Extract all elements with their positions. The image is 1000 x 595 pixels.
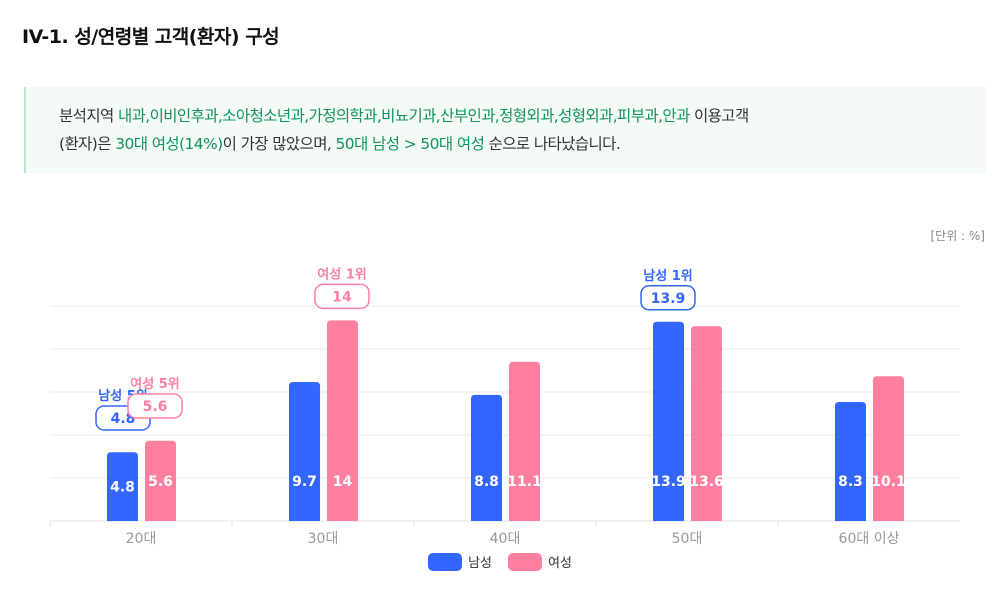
legend-item-female[interactable]: 여성 bbox=[508, 552, 572, 571]
data-label: 13.6 bbox=[689, 474, 724, 490]
bar-female bbox=[873, 376, 904, 521]
data-label: 14 bbox=[333, 474, 353, 490]
data-label: 8.3 bbox=[838, 474, 863, 490]
legend-label-male: 남성 bbox=[468, 556, 492, 571]
summary-text: 이용고객 bbox=[689, 107, 749, 125]
data-label: 11.1 bbox=[507, 474, 542, 490]
x-tick-label: 30대 bbox=[308, 531, 339, 547]
bar-male bbox=[653, 321, 684, 521]
rank-label: 남성 1위 bbox=[643, 268, 692, 284]
data-label: 10.1 bbox=[871, 474, 906, 490]
bar-female bbox=[691, 326, 722, 521]
summary-box: 분석지역 내과,이비인후과,소아청소년과,가정의학과,비뇨기과,산부인과,정형외… bbox=[24, 87, 986, 173]
summary-text: 이 가장 많았으며, bbox=[222, 135, 336, 153]
rank-value-box bbox=[314, 283, 370, 310]
page-title: IV-1. 성/연령별 고객(환자) 구성 bbox=[22, 26, 280, 48]
summary-text: 분석지역 bbox=[59, 107, 118, 125]
bar-female bbox=[509, 361, 540, 521]
x-tick-label: 20대 bbox=[126, 531, 157, 547]
rank-label: 여성 5위 bbox=[130, 376, 179, 392]
rank-label: 여성 1위 bbox=[317, 266, 366, 282]
data-label: 13.9 bbox=[651, 474, 686, 490]
rank-value: 14 bbox=[332, 289, 352, 305]
data-label: 8.8 bbox=[474, 474, 499, 490]
legend-swatch-female bbox=[508, 552, 542, 571]
highlight-text: 50대 남성 > 50대 여성 bbox=[335, 135, 485, 153]
data-label: 5.6 bbox=[148, 474, 173, 490]
highlight-text: 내과,이비인후과,소아청소년과,가정의학과,비뇨기과,산부인과,정형외과,성형외… bbox=[117, 107, 690, 125]
unit-label: [단위 : %] bbox=[930, 229, 985, 243]
legend-swatch-male bbox=[428, 552, 463, 571]
x-tick-label: 60대 이상 bbox=[839, 531, 900, 547]
summary-text: 순으로 나타났습니다. bbox=[484, 135, 621, 153]
x-tick-label: 50대 bbox=[672, 531, 703, 547]
x-tick-label: 40대 bbox=[490, 531, 521, 547]
bar-female bbox=[145, 440, 176, 521]
bar-male bbox=[289, 381, 320, 521]
summary-line-1: 분석지역 내과,이비인후과,소아청소년과,가정의학과,비뇨기과,산부인과,정형외… bbox=[59, 102, 986, 130]
rank-value-box bbox=[127, 393, 183, 419]
bar-male bbox=[107, 452, 138, 521]
rank-value-box bbox=[640, 285, 696, 311]
legend-label-female: 여성 bbox=[548, 556, 572, 571]
bar-male bbox=[471, 394, 502, 521]
data-label: 4.8 bbox=[110, 480, 135, 496]
rank-value: 13.9 bbox=[651, 291, 686, 307]
data-label: 9.7 bbox=[292, 474, 317, 490]
legend: 남성 여성 bbox=[0, 552, 1000, 571]
bar-male bbox=[835, 402, 866, 521]
summary-line-2: (환자)은 30대 여성(14%)이 가장 많았으며, 50대 남성 > 50대… bbox=[59, 130, 986, 158]
rank-value: 5.6 bbox=[143, 399, 168, 415]
legend-item-male[interactable]: 남성 bbox=[428, 552, 492, 571]
bar-female bbox=[327, 320, 358, 521]
summary-text: (환자)은 bbox=[59, 135, 116, 153]
highlight-text: 30대 여성(14%) bbox=[115, 135, 223, 153]
